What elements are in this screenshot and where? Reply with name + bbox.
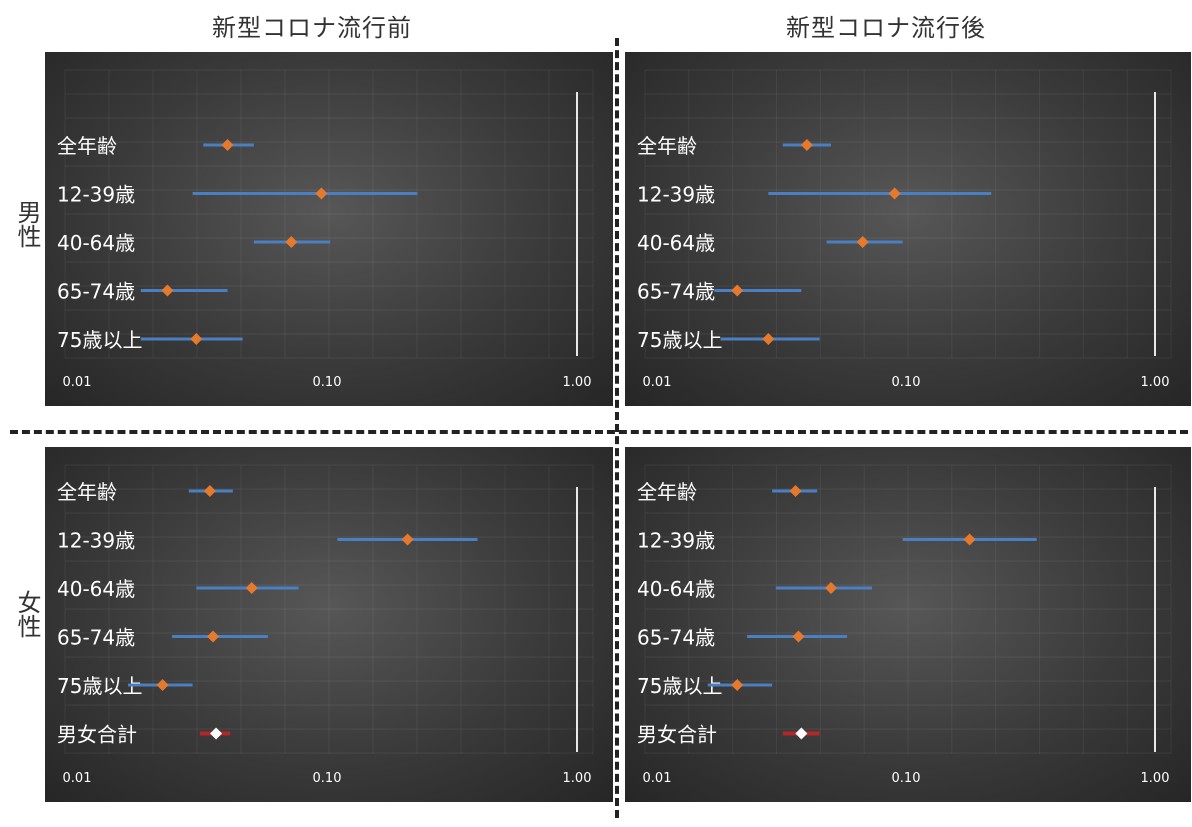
category-label: 40-64歳 (637, 577, 715, 601)
panel-male-after: 0.01 0.10 1.00 全年齢 12-39歳 40-64歳 65-74歳 75歳以上 (625, 52, 1191, 406)
x-tick-label: 1.00 (1141, 375, 1170, 390)
point-marker (888, 187, 901, 200)
grid-lines (64, 69, 594, 359)
category-label: 全年齢 (57, 134, 117, 158)
category-label: 65-74歳 (637, 280, 715, 304)
point-marker (762, 333, 775, 345)
x-tick-label: 0.01 (63, 771, 92, 786)
column-title-after: 新型コロナ流行後 (786, 14, 986, 42)
x-tick-label: 0.01 (63, 375, 92, 390)
point-marker (190, 333, 203, 345)
point-marker (156, 679, 169, 691)
point-marker (315, 187, 328, 200)
category-label: 全年齢 (57, 480, 117, 504)
point-marker (285, 236, 298, 248)
category-label: 65-74歳 (57, 280, 135, 304)
forest-plot-svg: 0.01 0.10 1.00全年齢12-39歳40-64歳65-74歳75歳以上男女… (57, 464, 594, 786)
category-label: 75歳以上 (637, 328, 722, 352)
point-marker (245, 582, 258, 594)
category-label: 12-39歳 (637, 529, 715, 553)
x-tick-label: 0.10 (892, 771, 921, 786)
grid-lines (64, 464, 594, 754)
x-tick-label: 0.10 (313, 375, 342, 390)
category-label: 全年齢 (637, 480, 697, 504)
x-tick-label: 0.10 (313, 771, 342, 786)
point-marker (731, 679, 744, 691)
point-marker (856, 236, 869, 248)
point-marker (401, 533, 414, 546)
x-tick-label: 0.01 (643, 375, 672, 390)
forest-plot-svg: 0.01 0.10 1.00全年齢12-39歳40-64歳65-74歳75歳以上男女… (637, 464, 1172, 786)
category-label: 男女合計 (637, 723, 717, 747)
point-marker (825, 582, 838, 594)
x-tick-label: 0.01 (643, 771, 672, 786)
point-marker (731, 284, 744, 297)
point-marker (210, 727, 223, 740)
category-label: 12-39歳 (57, 529, 135, 553)
point-marker (221, 139, 234, 151)
row-label-male: 男性 (13, 200, 41, 248)
panel-female-after: 0.01 0.10 1.00 全年齢 12-39歳 40-64歳 65-74歳 75歳以上 男女… (625, 447, 1191, 802)
forest-plot-svg: 0.01 0.10 1.00 全年齢 12-39歳 40-64歳 65-74歳 75歳以上 (57, 69, 594, 390)
panel-male-before: 0.01 0.10 1.00 全年齢 12-39歳 40-64歳 65-74歳 75歳以上 (45, 52, 613, 406)
point-marker (963, 533, 976, 546)
point-marker (789, 485, 802, 497)
horizontal-divider (10, 430, 1188, 434)
point-marker (792, 630, 805, 643)
category-label: 12-39歳 (57, 183, 135, 207)
row-label-female: 女性 (13, 590, 41, 638)
category-label: 65-74歳 (637, 626, 715, 650)
category-label: 12-39歳 (637, 183, 715, 207)
point-marker (795, 727, 808, 740)
point-marker (203, 485, 216, 497)
grid-lines (644, 69, 1172, 359)
forest-plot-svg: 0.01 0.10 1.00 全年齢 12-39歳 40-64歳 65-74歳 75歳以上 (637, 69, 1172, 390)
vertical-divider (615, 38, 619, 818)
category-label: 65-74歳 (57, 626, 135, 650)
point-marker (800, 139, 813, 151)
category-label: 全年齢 (637, 134, 697, 158)
category-label: 男女合計 (57, 723, 137, 747)
grid-lines (644, 464, 1172, 754)
x-tick-label: 1.00 (1141, 771, 1170, 786)
x-tick-label: 0.10 (892, 375, 921, 390)
category-label: 40-64歳 (637, 231, 715, 255)
point-marker (161, 284, 174, 297)
category-label: 40-64歳 (57, 231, 135, 255)
panel-female-before: 0.01 0.10 1.00 全年齢 12-39歳 40-64歳 65-74歳 75歳以上 男女… (45, 447, 613, 802)
category-label: 40-64歳 (57, 577, 135, 601)
category-label: 75歳以上 (57, 328, 142, 352)
column-title-before: 新型コロナ流行前 (212, 14, 412, 42)
x-tick-label: 1.00 (563, 375, 592, 390)
point-marker (207, 630, 220, 643)
x-tick-label: 1.00 (563, 771, 592, 786)
